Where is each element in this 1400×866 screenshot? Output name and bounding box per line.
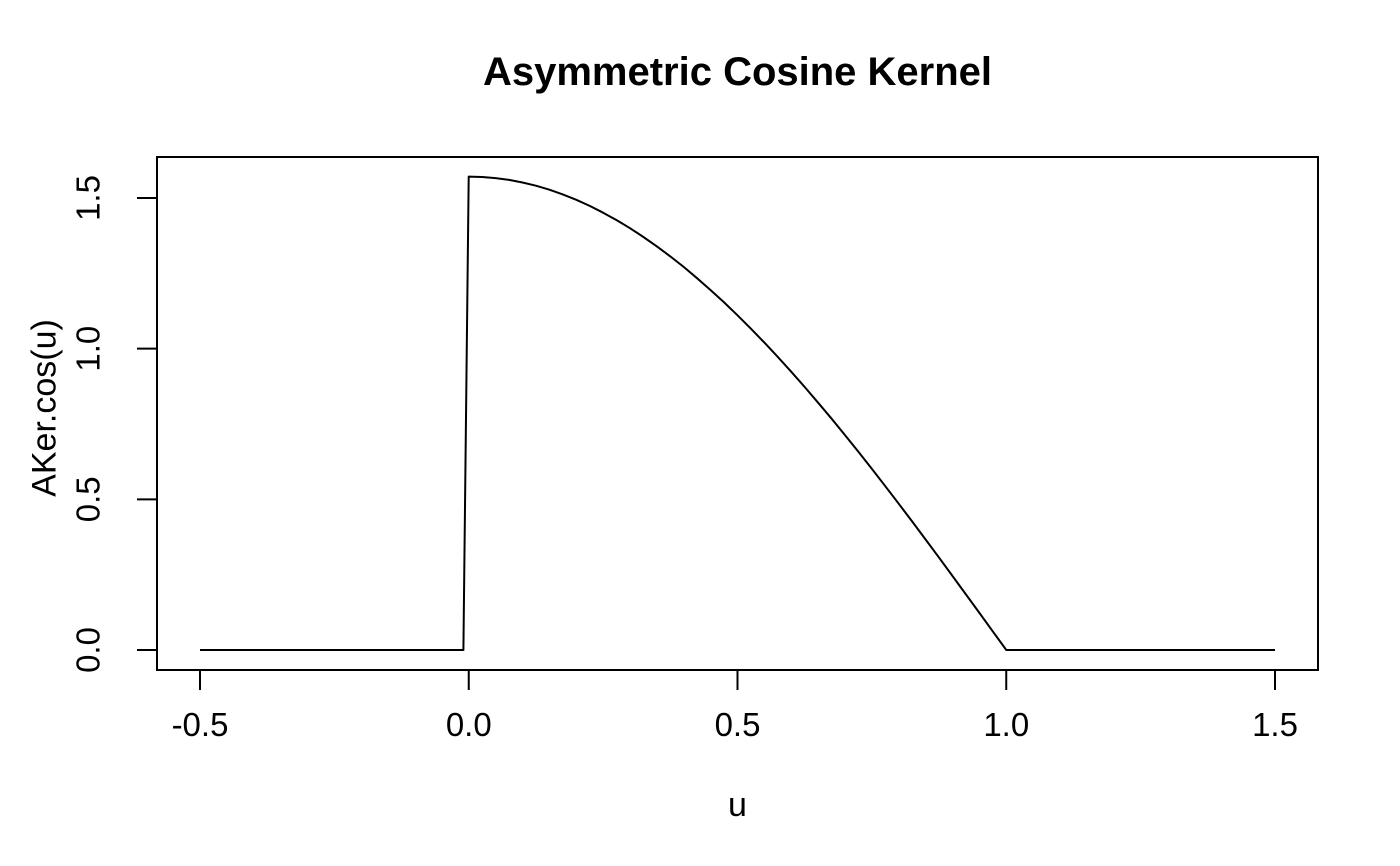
kernel-curve [200,175,1275,651]
y-tick-label: 0.0 [70,627,107,673]
y-axis-tick-labels: 0.0 0.5 1.0 1.5 [70,175,107,673]
y-tick-label: 1.5 [70,175,107,221]
y-tick-label: 1.0 [70,326,107,372]
x-axis-label: u [728,786,747,824]
x-tick-label: -0.5 [172,706,229,743]
x-axis-tick-labels: -0.5 0.0 0.5 1.0 1.5 [172,706,1298,743]
x-tick-label: 0.0 [446,706,492,743]
plot-frame [156,156,1319,671]
y-axis-ticks [137,196,157,651]
x-tick-label: 1.0 [983,706,1029,743]
x-axis-ticks [199,670,1276,690]
x-tick-label: 0.5 [715,706,761,743]
x-tick-label: 1.5 [1252,706,1298,743]
y-tick-label: 0.5 [70,476,107,522]
chart-title: Asymmetric Cosine Kernel [482,50,993,94]
